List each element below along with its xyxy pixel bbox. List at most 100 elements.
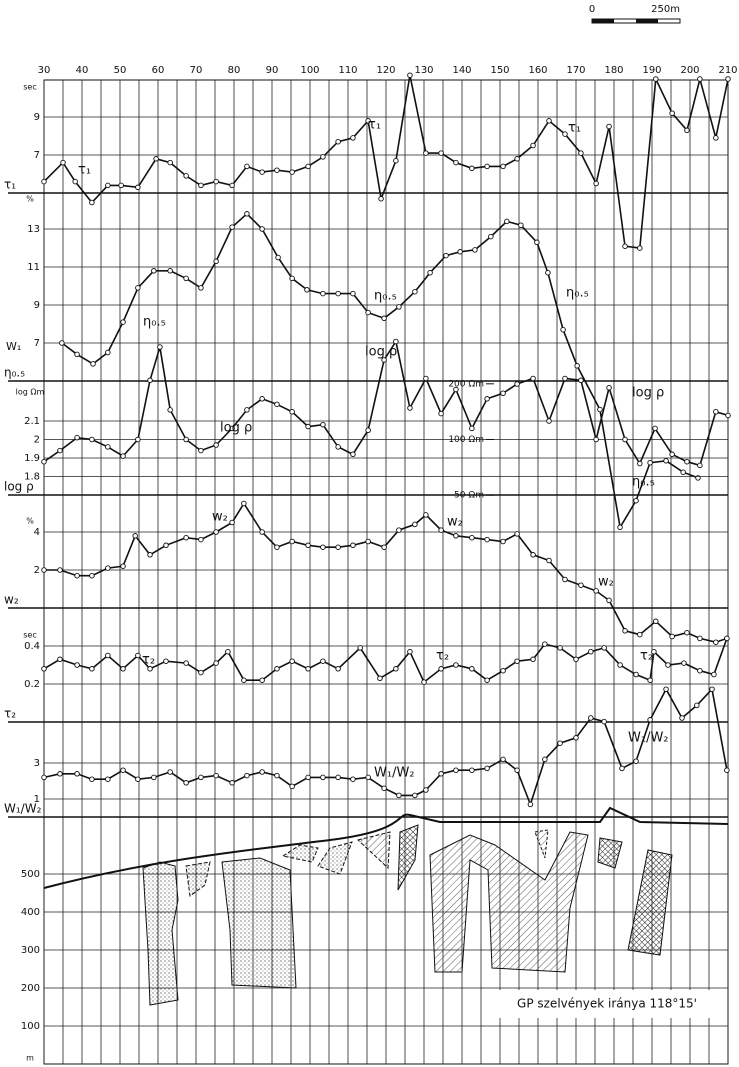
data-point <box>74 434 80 441</box>
data-point <box>514 381 520 387</box>
data-point <box>105 182 111 189</box>
axis-label: η₀.₅ <box>4 366 25 380</box>
data-point <box>41 458 47 465</box>
data-point <box>617 524 623 531</box>
data-point <box>469 165 475 172</box>
data-point <box>183 780 189 786</box>
data-point <box>320 421 326 428</box>
data-point <box>530 656 536 663</box>
data-point <box>274 772 280 779</box>
data-point <box>213 660 219 666</box>
data-point <box>120 563 126 569</box>
surface-line <box>43 806 729 889</box>
data-point <box>469 534 475 541</box>
data-point <box>545 269 551 276</box>
data-point <box>725 412 731 419</box>
data-point <box>74 351 80 358</box>
data-point <box>335 544 341 550</box>
data-point <box>530 142 536 149</box>
body-dotted <box>185 861 211 897</box>
data-point <box>684 458 690 465</box>
data-point <box>396 304 402 310</box>
y-tick-label: 3 <box>34 758 40 769</box>
data-point <box>120 767 126 773</box>
data-point <box>562 576 568 583</box>
curve-label: η₀.₅ <box>374 289 397 304</box>
data-point <box>105 652 111 659</box>
axis-label: τ₂ <box>4 707 16 721</box>
data-point <box>244 163 250 170</box>
data-line <box>61 212 699 530</box>
axis-label: τ₁ <box>4 178 16 192</box>
data-point <box>562 375 568 382</box>
scale-bar: 0 250m <box>589 4 681 24</box>
data-point <box>469 425 475 432</box>
data-point <box>713 135 719 141</box>
data-point <box>500 538 506 545</box>
data-point <box>680 469 686 475</box>
data-point <box>105 444 111 450</box>
data-point <box>407 648 413 655</box>
data-point <box>697 635 703 642</box>
data-point <box>289 658 295 664</box>
data-point <box>443 252 449 259</box>
curve-label: η₀.₅ <box>143 315 166 330</box>
data-point <box>167 268 173 274</box>
data-point <box>396 792 402 799</box>
y-tick-label: 9 <box>34 300 40 311</box>
data-point <box>684 127 690 134</box>
body-dotted <box>281 844 319 863</box>
data-point <box>438 410 444 417</box>
data-point <box>213 772 219 779</box>
data-point <box>120 319 126 325</box>
curve-label: log ρ <box>220 421 252 436</box>
data-point <box>681 660 687 666</box>
data-point <box>304 287 310 293</box>
data-point <box>229 182 235 189</box>
data-point <box>622 436 628 443</box>
data-point <box>335 666 341 672</box>
data-point <box>694 702 700 709</box>
data-point <box>74 572 80 579</box>
data-point <box>438 527 444 533</box>
data-point <box>622 243 628 249</box>
data-point <box>335 290 341 297</box>
data-point <box>289 275 295 282</box>
curve-label: τ₂ <box>142 653 155 668</box>
data-point <box>709 686 715 692</box>
data-point <box>412 521 418 528</box>
data-point <box>633 671 639 678</box>
data-point <box>198 447 204 454</box>
data-point <box>423 512 429 518</box>
x-tick-label: 210 <box>718 65 737 76</box>
axis-label: W₁/W₂ <box>4 802 42 816</box>
unit-label: % <box>26 195 34 204</box>
data-point <box>244 772 250 779</box>
data-point <box>163 542 169 549</box>
data-point <box>711 671 717 678</box>
data-point <box>198 669 204 676</box>
data-point <box>469 767 475 773</box>
data-point <box>453 662 459 668</box>
data-point <box>229 425 235 432</box>
data-point <box>365 118 371 124</box>
y-tick-label: 11 <box>27 262 40 273</box>
data-point <box>320 290 326 297</box>
data-point <box>41 666 47 672</box>
section-note: GP szelvények iránya 118°15' <box>517 997 697 1011</box>
data-point <box>484 163 490 170</box>
x-tick-label: 180 <box>604 65 623 76</box>
data-point <box>574 363 580 369</box>
data-point <box>669 110 675 116</box>
y-tick-label: 100 <box>21 1021 40 1032</box>
y-tick-label: 2 <box>34 435 40 446</box>
data-line <box>43 75 729 249</box>
data-point <box>606 597 612 604</box>
x-tick-label: 140 <box>452 65 471 76</box>
data-point <box>120 453 126 459</box>
data-point <box>135 776 141 782</box>
data-point <box>135 285 141 291</box>
data-point <box>241 500 247 507</box>
curve-label: η₀.₅ <box>566 286 589 301</box>
data-point <box>617 662 623 668</box>
